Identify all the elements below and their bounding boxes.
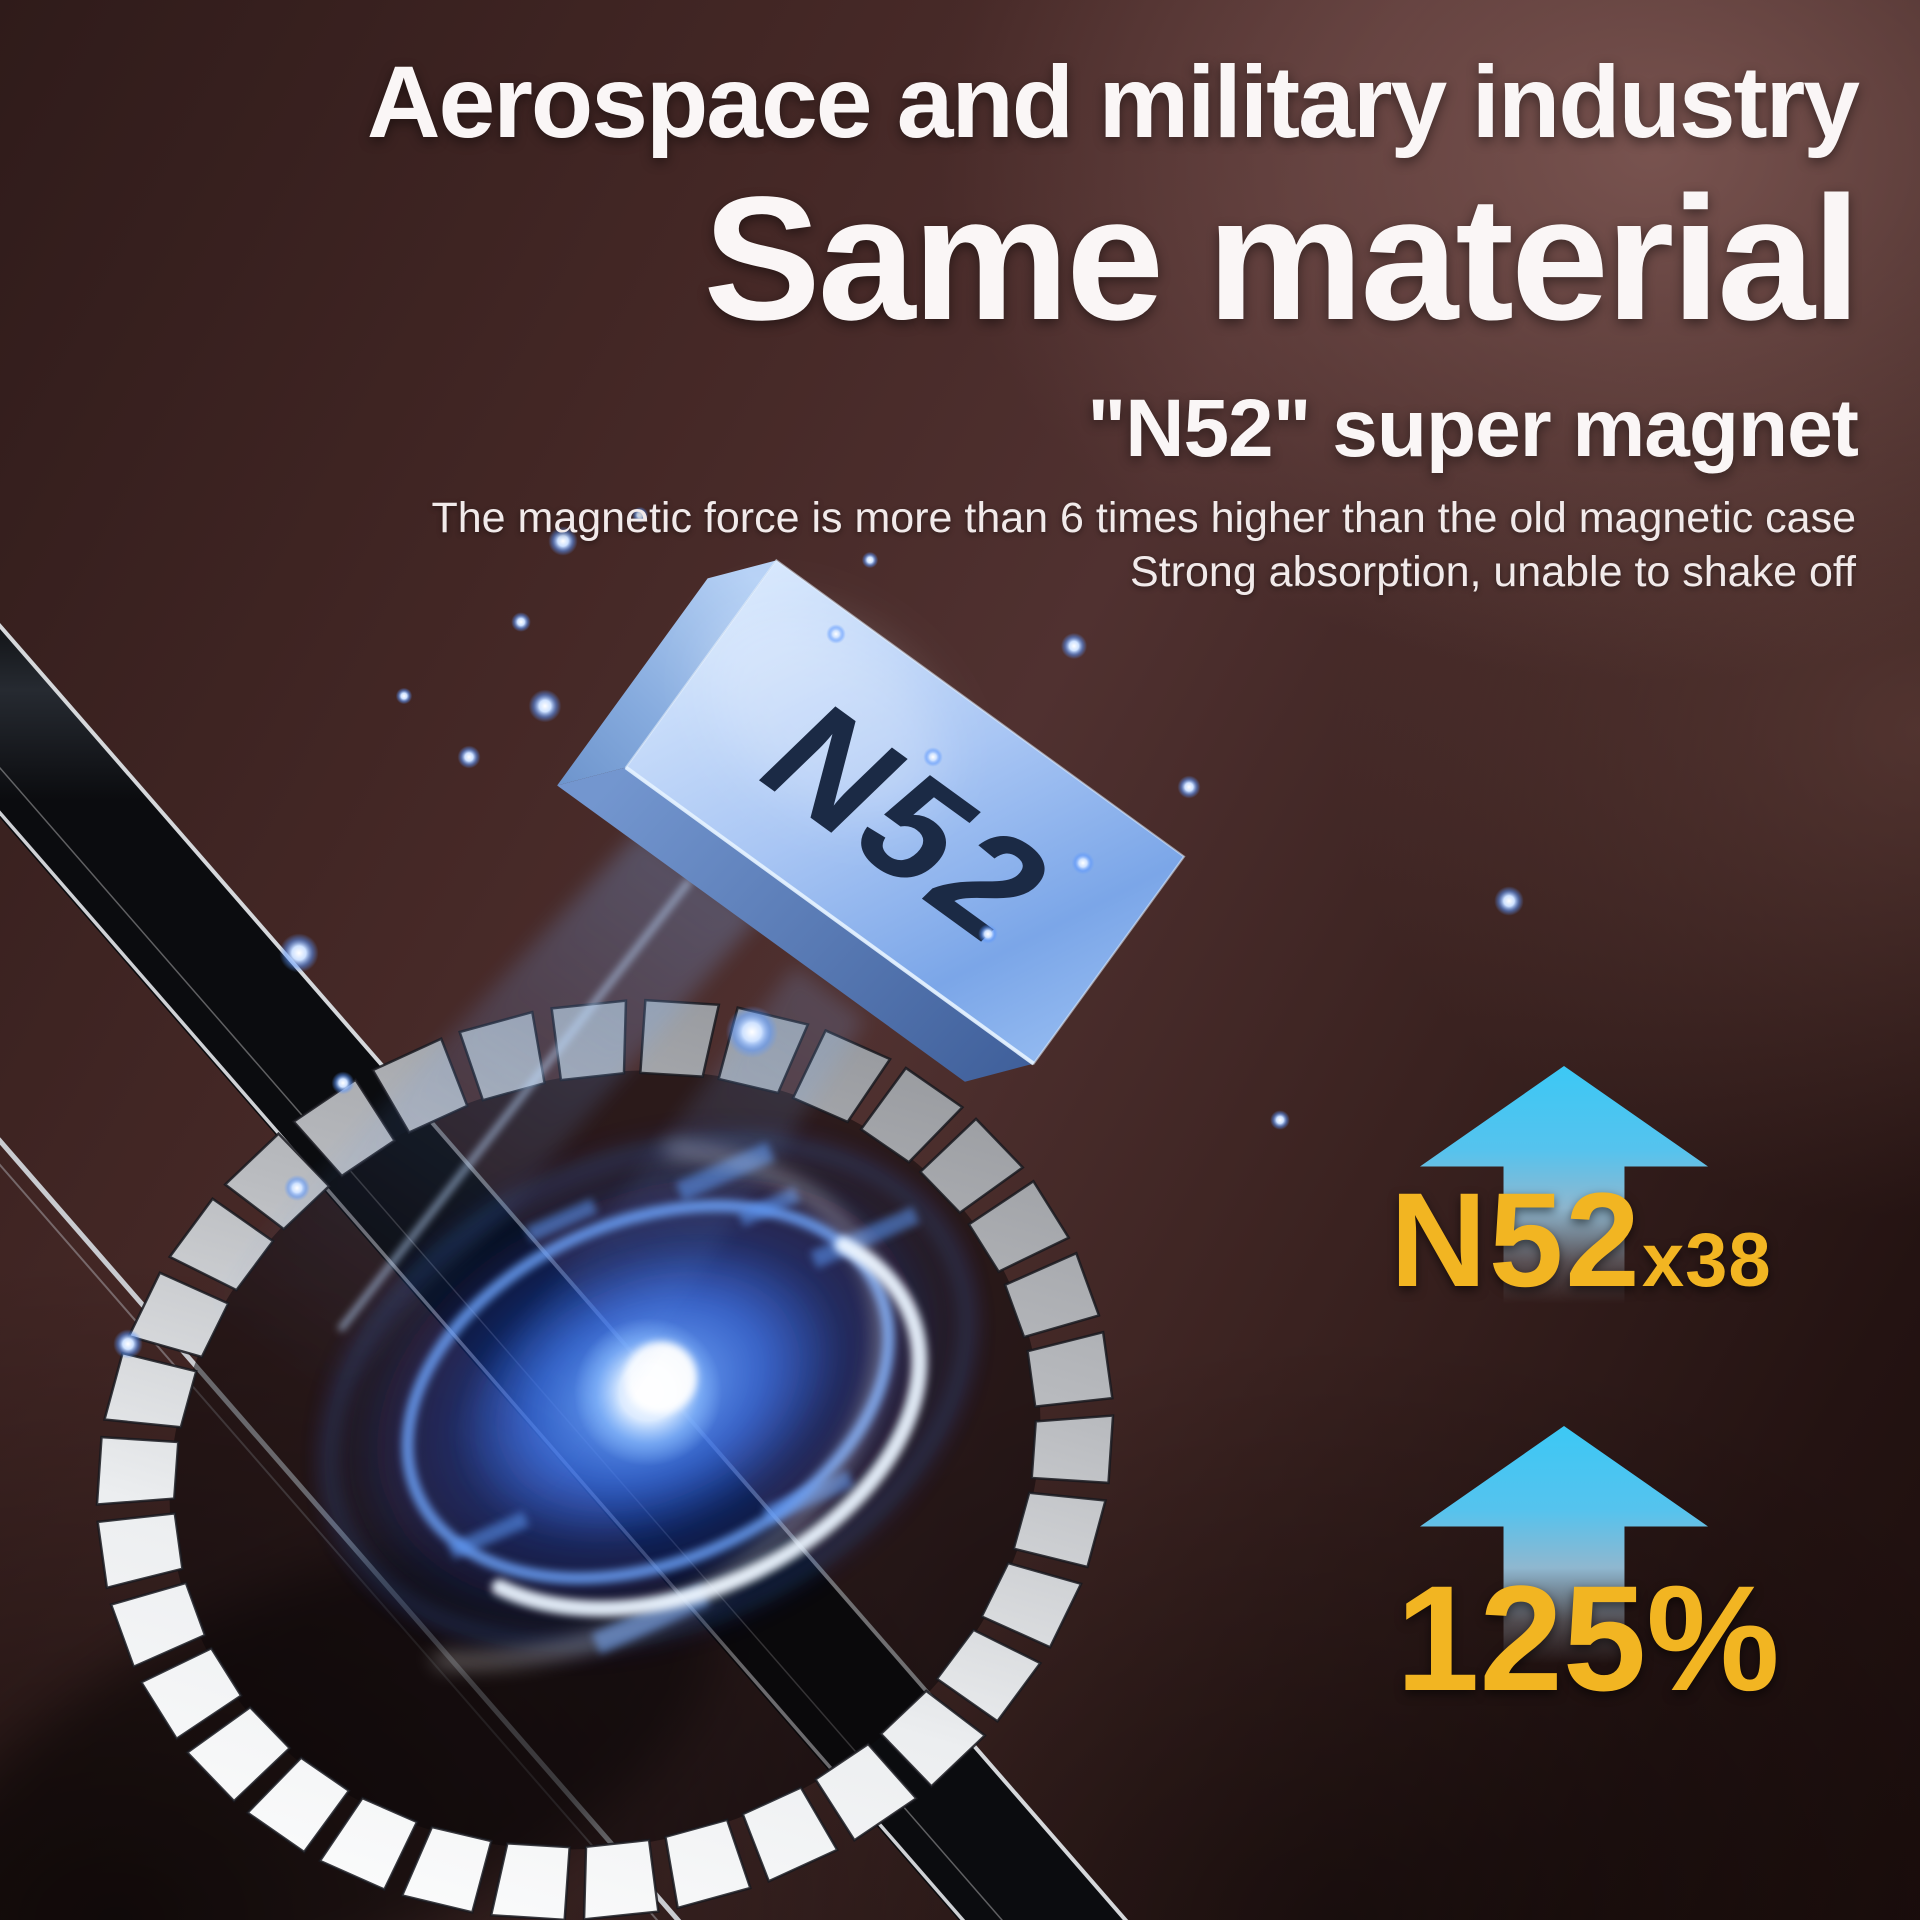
ring-segment: [879, 1689, 987, 1789]
ring-segment: [980, 1561, 1083, 1649]
sparkle-dot: [975, 921, 1001, 947]
sparkle-dot: [544, 522, 582, 560]
sparkle-dot: [280, 1171, 314, 1205]
sparkle-dot: [1174, 772, 1204, 802]
stat-magnet-count: N52 x38: [1390, 1164, 1772, 1317]
headline-line3: "N52" super magnet: [1087, 383, 1859, 474]
sparkle-dot: [1068, 848, 1098, 878]
ring-segment: [139, 1646, 243, 1741]
sparkle-dot: [920, 744, 946, 770]
headline-line2: Same material: [703, 161, 1861, 357]
stat-n52-value: N52: [1390, 1166, 1642, 1315]
ring-segment: [1003, 1251, 1101, 1339]
ring-segment: [95, 1435, 180, 1506]
sparkle-dot: [508, 609, 534, 635]
stat-boost-value: 125%: [1396, 1554, 1780, 1722]
sparkle-dot: [328, 1068, 358, 1098]
ring-segment: [245, 1756, 351, 1854]
description-line2: Strong absorption, unable to shake off: [1130, 548, 1856, 596]
ring-segment: [918, 1117, 1025, 1215]
sparkle-dot: [629, 504, 651, 526]
sparkle-dot: [454, 742, 484, 772]
sparkle-dot: [718, 998, 786, 1066]
ring-segment: [96, 1511, 184, 1590]
sparkle-dot: [109, 1325, 147, 1363]
ring-segment: [185, 1705, 292, 1803]
ring-segment: [318, 1796, 419, 1892]
ring-segment: [741, 1785, 840, 1883]
ring-segment: [935, 1628, 1043, 1723]
energy-vortex: [236, 1066, 1060, 1718]
ring-segment: [1026, 1330, 1114, 1409]
sparkle-dot: [823, 621, 849, 647]
ring-segment: [664, 1818, 752, 1910]
ring-segment: [813, 1742, 919, 1842]
sparkles: [109, 504, 1528, 1363]
sparkle-dot: [1267, 1107, 1293, 1133]
ring-segment: [1012, 1491, 1108, 1569]
sparkle-dot: [273, 927, 325, 979]
ring-segment: [102, 1351, 198, 1429]
sparkle-dot: [393, 685, 415, 707]
ring-segment: [859, 1066, 965, 1164]
headline-line1: Aerospace and military industry: [366, 45, 1860, 159]
vortex-swirl: [491, 1236, 928, 1617]
description-line1: The magnetic force is more than 6 times …: [431, 494, 1856, 542]
ring-segment: [400, 1825, 493, 1914]
sparkle-dot: [524, 685, 566, 727]
sparkle-dot: [1490, 882, 1528, 920]
stat-n52-multiplier: x38: [1641, 1218, 1772, 1303]
n52-magnet-block: N52: [557, 558, 1186, 1082]
ring-segment: [967, 1179, 1071, 1274]
ring-segment: [109, 1581, 207, 1669]
ring-segment: [582, 1838, 660, 1920]
ring-segment: [489, 1842, 572, 1920]
sparkle-dot: [1057, 629, 1091, 663]
ring-segment: [1030, 1414, 1115, 1485]
sparkle-dot: [859, 549, 881, 571]
light-beams: [185, 830, 865, 1520]
